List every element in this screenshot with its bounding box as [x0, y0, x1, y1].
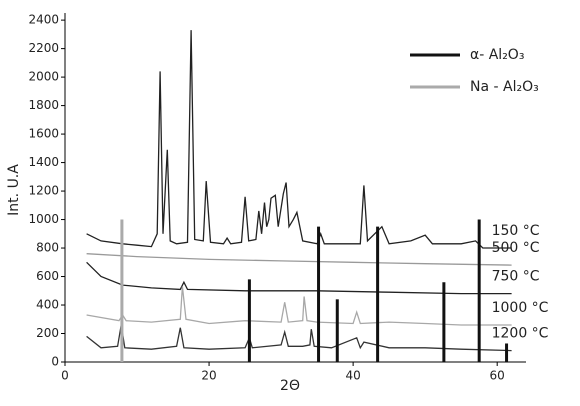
spectrum — [86, 253, 512, 266]
series-label: 500 °C — [492, 240, 540, 256]
y-tick-label: 0 — [51, 355, 59, 369]
series-label: 1000 °C — [492, 300, 549, 316]
x-axis-label: 2Θ — [280, 378, 300, 394]
y-tick-label: 1200 — [28, 184, 59, 198]
y-tick-label: 1400 — [28, 155, 59, 169]
y-axis-label: Int. U.A — [6, 164, 22, 216]
series-label: 1200 °C — [492, 326, 549, 342]
x-tick-label: 60 — [490, 369, 505, 383]
y-tick-label: 2000 — [28, 70, 59, 84]
y-tick-label: 1000 — [28, 212, 59, 226]
y-tick-label: 2200 — [28, 41, 59, 55]
y-tick-label: 1600 — [28, 127, 59, 141]
spectrum — [86, 324, 512, 352]
x-tick-label: 40 — [345, 369, 360, 383]
spectrum — [86, 30, 512, 249]
y-tick-label: 800 — [36, 241, 59, 255]
y-tick-label: 400 — [36, 298, 59, 312]
y-tick-label: 2400 — [28, 13, 59, 27]
legend-label: α- Al₂O₃ — [470, 47, 524, 63]
x-tick-label: 20 — [201, 369, 216, 383]
legend-label: Na - Al₂O₃ — [470, 79, 539, 95]
spectrum — [86, 261, 512, 295]
series-label: 750 °C — [492, 269, 540, 285]
y-tick-label: 200 — [36, 326, 59, 340]
spectrum — [86, 286, 512, 326]
y-tick-label: 1800 — [28, 98, 59, 112]
x-tick-label: 0 — [61, 369, 69, 383]
y-tick-label: 600 — [36, 269, 59, 283]
series-label: 150 °C — [492, 223, 540, 239]
